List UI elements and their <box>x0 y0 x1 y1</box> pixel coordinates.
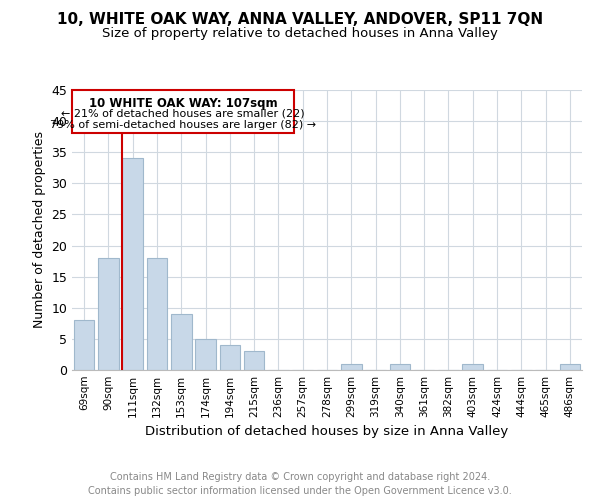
Y-axis label: Number of detached properties: Number of detached properties <box>33 132 46 328</box>
Bar <box>463 364 483 370</box>
Text: Contains HM Land Registry data © Crown copyright and database right 2024.: Contains HM Land Registry data © Crown c… <box>110 472 490 482</box>
X-axis label: Distribution of detached houses by size in Anna Valley: Distribution of detached houses by size … <box>145 426 509 438</box>
Bar <box>171 314 191 370</box>
Bar <box>195 339 216 370</box>
FancyBboxPatch shape <box>72 90 294 134</box>
Text: ← 21% of detached houses are smaller (22): ← 21% of detached houses are smaller (22… <box>61 108 305 118</box>
Bar <box>122 158 143 370</box>
Bar <box>389 364 410 370</box>
Bar <box>146 258 167 370</box>
Bar <box>244 352 265 370</box>
Bar <box>98 258 119 370</box>
Bar <box>220 345 240 370</box>
Text: 10, WHITE OAK WAY, ANNA VALLEY, ANDOVER, SP11 7QN: 10, WHITE OAK WAY, ANNA VALLEY, ANDOVER,… <box>57 12 543 28</box>
Text: Size of property relative to detached houses in Anna Valley: Size of property relative to detached ho… <box>102 28 498 40</box>
Text: 10 WHITE OAK WAY: 107sqm: 10 WHITE OAK WAY: 107sqm <box>89 97 277 110</box>
Bar <box>341 364 362 370</box>
Text: Contains public sector information licensed under the Open Government Licence v3: Contains public sector information licen… <box>88 486 512 496</box>
Bar <box>560 364 580 370</box>
Bar <box>74 320 94 370</box>
Text: 79% of semi-detached houses are larger (82) →: 79% of semi-detached houses are larger (… <box>50 120 316 130</box>
